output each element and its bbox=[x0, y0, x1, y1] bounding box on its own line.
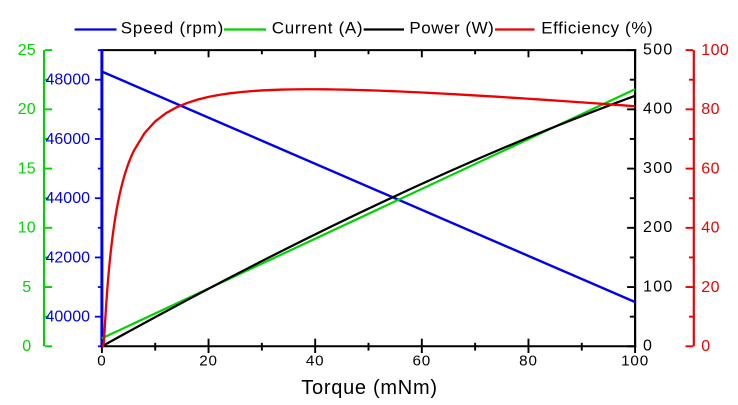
svg-text:100: 100 bbox=[621, 352, 649, 369]
svg-text:20: 20 bbox=[199, 352, 218, 369]
svg-text:0: 0 bbox=[97, 352, 106, 369]
svg-text:40: 40 bbox=[306, 352, 325, 369]
svg-text:300: 300 bbox=[643, 160, 674, 177]
svg-text:0: 0 bbox=[22, 338, 31, 355]
svg-text:10: 10 bbox=[18, 220, 36, 237]
svg-text:60: 60 bbox=[701, 160, 720, 177]
svg-text:Speed (rpm): Speed (rpm) bbox=[121, 19, 224, 38]
svg-text:500: 500 bbox=[643, 41, 674, 58]
svg-text:100: 100 bbox=[643, 278, 674, 295]
svg-text:44000: 44000 bbox=[46, 190, 91, 207]
svg-text:Torque (mNm): Torque (mNm) bbox=[301, 377, 437, 399]
svg-text:200: 200 bbox=[643, 219, 674, 236]
svg-text:100: 100 bbox=[701, 42, 729, 59]
svg-text:20: 20 bbox=[701, 279, 720, 296]
svg-text:46000: 46000 bbox=[46, 131, 91, 148]
svg-text:42000: 42000 bbox=[46, 249, 91, 266]
svg-text:60: 60 bbox=[412, 352, 431, 369]
svg-text:Efficiency (%): Efficiency (%) bbox=[541, 19, 653, 38]
svg-text:0: 0 bbox=[701, 338, 710, 355]
svg-text:15: 15 bbox=[18, 160, 36, 177]
svg-text:48000: 48000 bbox=[46, 72, 91, 89]
svg-text:400: 400 bbox=[643, 101, 674, 118]
svg-text:25: 25 bbox=[18, 42, 36, 59]
svg-text:80: 80 bbox=[519, 352, 538, 369]
svg-text:40000: 40000 bbox=[46, 309, 91, 326]
svg-text:5: 5 bbox=[22, 279, 31, 296]
svg-text:20: 20 bbox=[18, 101, 36, 118]
svg-text:0: 0 bbox=[643, 338, 653, 355]
svg-text:80: 80 bbox=[701, 101, 720, 118]
svg-text:40: 40 bbox=[701, 220, 720, 237]
svg-text:Power (W): Power (W) bbox=[409, 19, 494, 38]
svg-text:Current (A): Current (A) bbox=[272, 19, 363, 38]
